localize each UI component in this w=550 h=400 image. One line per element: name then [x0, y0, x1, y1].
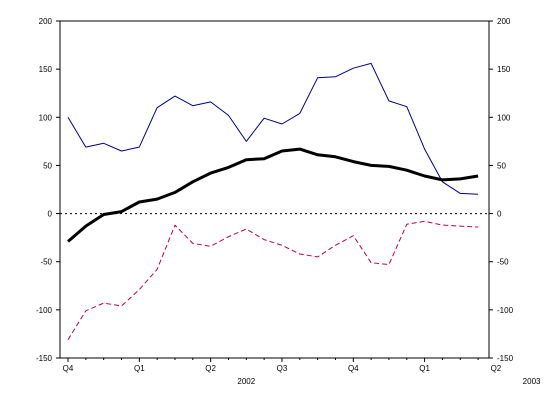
x-quarter-label: Q4: [348, 364, 359, 373]
x-quarter-label: Q3: [277, 364, 288, 373]
y-tick-label-left: 50: [43, 161, 52, 170]
x-quarter-label: Q1: [134, 364, 145, 373]
x-quarter-label: Q2: [491, 364, 502, 373]
y-tick-label-left: 200: [39, 17, 53, 26]
x-year-label: 2003: [523, 377, 541, 386]
y-tick-label-left: 100: [39, 113, 53, 122]
x-year-label: 2002: [237, 377, 255, 386]
y-tick-label-left: -150: [36, 354, 53, 363]
x-quarter-label: Q2: [205, 364, 216, 373]
y-tick-label-right: 150: [497, 65, 511, 74]
x-quarter-label: Q4: [63, 364, 74, 373]
plot-frame: [59, 20, 490, 359]
y-axis-left: 200 150 100 50 0 -50 -100 -150: [36, 17, 60, 363]
y-tick-label-left: -50: [40, 258, 52, 267]
y-tick-label-left: 0: [48, 210, 53, 219]
x-axis: Q4Q1Q2Q3Q4Q1Q2Q320022003: [63, 358, 541, 386]
y-tick-label-right: -150: [497, 354, 514, 363]
y-tick-label-right: 0: [497, 210, 502, 219]
series-line-dashed: [67, 220, 479, 340]
y-tick-label-right: 100: [497, 113, 511, 122]
y-tick-label-left: 150: [39, 65, 53, 74]
series-line-thick: [67, 147, 479, 243]
y-tick-label-right: -100: [497, 306, 514, 315]
series-line-thin: [67, 62, 479, 195]
y-axis-right: 200 150 100 50 0 -50 -100 -150: [489, 17, 514, 363]
series-layer: [67, 62, 479, 340]
y-tick-label-right: 50: [497, 161, 506, 170]
y-tick-label-right: 200: [497, 17, 511, 26]
x-quarter-label: Q1: [419, 364, 430, 373]
y-tick-label-left: -100: [36, 306, 53, 315]
y-tick-label-right: -50: [497, 258, 509, 267]
